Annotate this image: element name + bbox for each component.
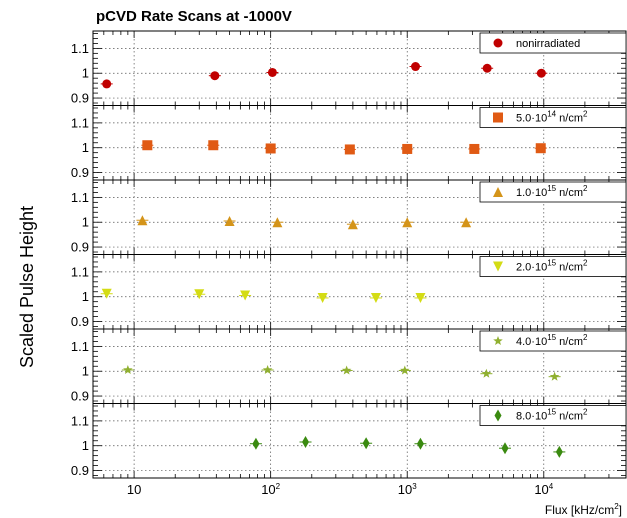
- data-point: [347, 219, 358, 230]
- data-point: [267, 67, 277, 77]
- data-point: [482, 63, 492, 73]
- legend-label: 5.0·1014 n/cm2: [516, 110, 588, 125]
- data-point: [402, 143, 413, 154]
- data-point: [224, 215, 235, 226]
- data-point: [416, 437, 424, 450]
- data-point: [411, 62, 421, 72]
- legend-box: [479, 330, 627, 352]
- data-point: [240, 290, 251, 301]
- panel-4: 0.9 1 1.1 2.0·1015 n/cm2: [71, 254, 627, 330]
- y-tick-label: 1: [82, 215, 89, 230]
- legend-label: 1.0·1015 n/cm2: [516, 184, 588, 199]
- data-point: [137, 215, 148, 226]
- y-tick-label: 1: [82, 289, 89, 304]
- legend-box: [479, 405, 627, 426]
- legend-marker: [494, 409, 502, 422]
- data-point: [344, 144, 355, 155]
- legend-box: [479, 256, 627, 277]
- data-point: [501, 442, 509, 455]
- data-point: [272, 217, 283, 228]
- legend: 8.0·1015 n/cm2: [479, 405, 627, 426]
- y-axis-label: Scaled Pulse Height: [17, 206, 37, 368]
- data-point: [481, 368, 492, 378]
- data-point: [555, 445, 563, 458]
- legend-box: [479, 181, 627, 203]
- data-point: [536, 68, 546, 78]
- data-point: [469, 143, 480, 154]
- data-point: [123, 364, 133, 375]
- legend: nonirradiated: [479, 32, 627, 54]
- legend: 2.0·1015 n/cm2: [479, 256, 627, 277]
- legend-marker: [493, 261, 503, 272]
- data-point: [262, 364, 273, 375]
- y-tick-label: 0.9: [71, 463, 89, 478]
- legend: 1.0·1015 n/cm2: [479, 181, 627, 203]
- data-point: [341, 365, 352, 375]
- data-point: [535, 143, 546, 154]
- panels: 0.9 1 1.1 nonirradiated 0.9 1 1.1 5.0·1014 n/cm…: [71, 30, 627, 497]
- legend-marker: [493, 112, 503, 123]
- data-point: [210, 71, 220, 81]
- data-point: [265, 143, 276, 154]
- y-tick-label: 0.9: [71, 389, 89, 404]
- y-tick-label: 0.9: [71, 91, 89, 106]
- data-point: [208, 140, 219, 151]
- data-point: [101, 288, 112, 299]
- y-tick-label: 1.1: [71, 264, 89, 279]
- legend-label: 4.0·1015 n/cm2: [516, 333, 588, 348]
- data-point: [102, 79, 112, 89]
- legend-label: 2.0·1015 n/cm2: [516, 259, 588, 274]
- data-point: [549, 371, 560, 381]
- y-tick-label: 1: [82, 364, 89, 379]
- y-tick-label: 0.9: [71, 240, 89, 255]
- y-tick-label: 1.1: [71, 115, 89, 130]
- panel-5: 0.9 1 1.1 4.0·1015 n/cm2: [71, 328, 627, 404]
- chart-title: pCVD Rate Scans at -1000V: [96, 8, 292, 25]
- panel-3: 0.9 1 1.1 1.0·1015 n/cm2: [71, 179, 627, 255]
- legend-box: [479, 32, 627, 54]
- data-point: [461, 217, 472, 228]
- y-tick-label: 0.9: [71, 314, 89, 329]
- panel-2: 0.9 1 1.1 5.0·1014 n/cm2: [71, 105, 627, 181]
- legend-label: 8.0·1015 n/cm2: [516, 408, 588, 423]
- y-tick-label: 1.1: [71, 41, 89, 56]
- data-point: [402, 217, 413, 228]
- y-tick-label: 1: [82, 140, 89, 155]
- panel-1: 0.9 1 1.1 nonirradiated: [71, 30, 627, 106]
- x-tick-label: 103: [398, 482, 417, 497]
- x-tick-label: 104: [534, 482, 553, 497]
- legend: 5.0·1014 n/cm2: [479, 107, 627, 128]
- y-tick-label: 1: [82, 438, 89, 453]
- legend-marker: [493, 187, 503, 197]
- legend-box: [479, 107, 627, 128]
- legend-label: nonirradiated: [516, 38, 580, 50]
- panel-6: 0.9 1 1.1 8.0·1015 n/cm2: [71, 403, 627, 479]
- y-tick-label: 1.1: [71, 190, 89, 205]
- data-point: [400, 365, 410, 375]
- data-point: [370, 292, 381, 303]
- y-tick-label: 1.1: [71, 339, 89, 354]
- legend-marker: [493, 38, 503, 48]
- data-point: [142, 140, 153, 151]
- x-axis-label: Flux [kHz/cm2]: [545, 502, 622, 517]
- y-tick-label: 1: [82, 66, 89, 81]
- legend-marker: [493, 336, 503, 346]
- y-tick-label: 0.9: [71, 165, 89, 180]
- data-point: [302, 435, 310, 448]
- x-tick-label: 102: [261, 482, 280, 497]
- legend: 4.0·1015 n/cm2: [479, 330, 627, 352]
- data-point: [194, 289, 205, 300]
- data-point: [415, 292, 426, 303]
- data-point: [252, 437, 260, 450]
- y-tick-label: 1.1: [71, 413, 89, 428]
- x-tick-label: 10: [127, 482, 141, 497]
- data-point: [362, 437, 370, 450]
- data-point: [317, 292, 328, 303]
